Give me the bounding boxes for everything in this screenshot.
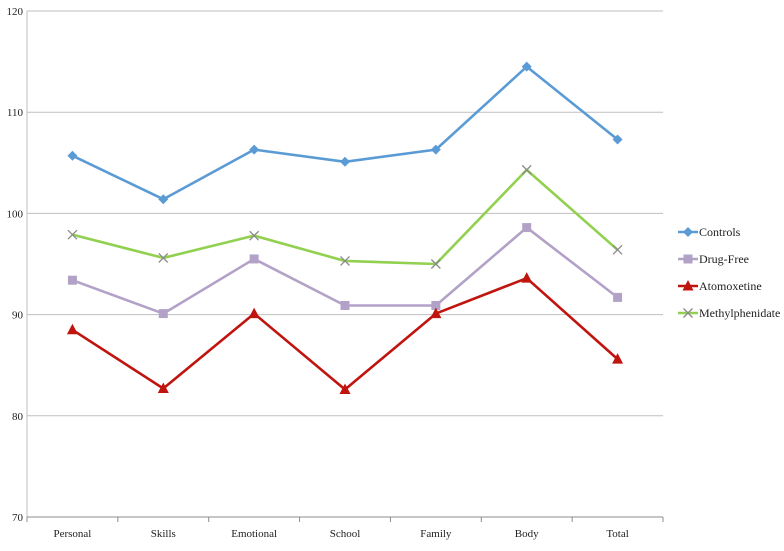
y-tick-label: 110 (7, 107, 24, 119)
data-point-drug-free-family (431, 300, 441, 310)
x-tick-label-family: Family (420, 528, 452, 540)
x-tick-label-emotional: Emotional (231, 528, 277, 540)
gridlines (27, 10, 663, 417)
series-methylphenidate (67, 164, 623, 269)
series-line-drug-free (71, 226, 619, 315)
data-point-atomoxetine-family (430, 307, 442, 319)
y-tick-label: 90 (12, 310, 24, 322)
legend-label-methylphenidate: Methylphenidate (699, 306, 780, 320)
series-atomoxetine (66, 272, 624, 394)
data-point-methylphenidate-emotional (249, 230, 260, 241)
y-tick-label: 120 (7, 6, 24, 18)
data-point-controls-personal (67, 150, 78, 161)
data-point-drug-free-school (340, 300, 350, 310)
data-point-drug-free-personal (67, 275, 77, 285)
data-point-atomoxetine-emotional (248, 307, 260, 319)
data-point-methylphenidate-total (612, 244, 623, 255)
data-point-drug-free-total (613, 292, 623, 302)
data-point-controls-body (521, 61, 532, 72)
series-controls (67, 61, 623, 205)
legend-item-controls: Controls (678, 225, 741, 239)
x-tick-label-personal: Personal (53, 528, 91, 540)
x-tick-label-school: School (330, 528, 361, 540)
data-point-methylphenidate-skills (158, 252, 169, 263)
legend-label-atomoxetine: Atomoxetine (699, 279, 762, 293)
series-drug-free (67, 223, 623, 319)
data-point-controls-school (340, 156, 350, 167)
data-point-atomoxetine-body (521, 272, 533, 283)
series-line-atomoxetine (71, 276, 619, 391)
data-point-controls-total (612, 134, 623, 145)
data-point-atomoxetine-skills (157, 382, 169, 393)
legend: Controls Drug-Free Atomoxetine Methylphenid… (678, 225, 780, 320)
y-axis-tick-labels: 70 80 90 100 110 120 (7, 6, 24, 524)
data-point-methylphenidate-school (340, 256, 350, 266)
legend-marker-controls (683, 227, 693, 237)
data-point-drug-free-skills (158, 309, 168, 319)
data-point-methylphenidate-family (430, 259, 441, 269)
data-point-controls-skills (158, 194, 169, 205)
x-tick-label-total: Total (606, 528, 628, 540)
legend-marker-drug-free (683, 254, 693, 264)
legend-marker-methylphenidate (683, 308, 693, 318)
data-point-atomoxetine-total (612, 353, 624, 364)
axes (26, 11, 664, 522)
x-axis-tick-labels: Personal Skills Emotional School Family Body T… (53, 528, 628, 540)
legend-item-atomoxetine: Atomoxetine (678, 279, 762, 293)
data-point-controls-emotional (249, 144, 260, 155)
data-point-methylphenidate-body (521, 164, 532, 175)
legend-item-methylphenidate: Methylphenidate (678, 306, 780, 320)
legend-label-drug-free: Drug-Free (699, 252, 749, 266)
data-point-atomoxetine-personal (66, 323, 78, 335)
legend-marker-atomoxetine (682, 280, 694, 291)
series-line-methylphenidate (72, 168, 619, 266)
data-point-controls-family (430, 144, 441, 155)
legend-item-drug-free: Drug-Free (678, 252, 749, 266)
data-point-drug-free-body (522, 223, 532, 233)
data-point-drug-free-emotional (249, 254, 259, 264)
y-tick-label: 70 (12, 512, 24, 524)
legend-label-controls: Controls (699, 225, 741, 239)
x-tick-label-body: Body (515, 528, 539, 540)
data-point-atomoxetine-school (339, 383, 351, 394)
series-lines (66, 61, 624, 394)
y-tick-label: 80 (12, 411, 24, 423)
x-tick-label-skills: Skills (151, 528, 176, 540)
data-point-methylphenidate-personal (67, 229, 78, 240)
y-tick-label: 100 (7, 208, 24, 220)
